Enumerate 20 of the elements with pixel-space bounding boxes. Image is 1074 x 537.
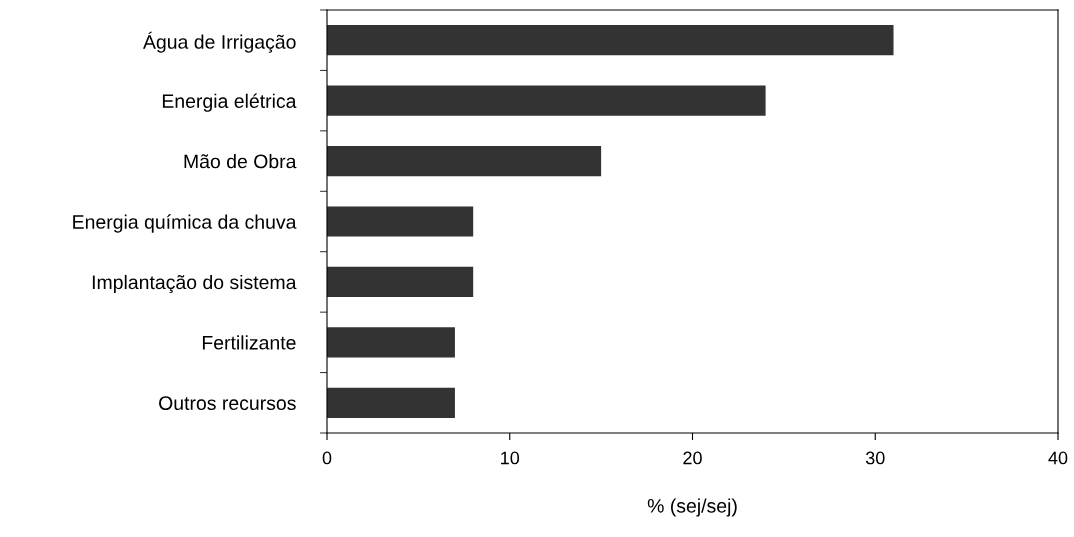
x-tick-label: 40 (1048, 451, 1068, 465)
bar (327, 25, 894, 56)
x-tick-label: 10 (501, 451, 520, 465)
bar (327, 206, 474, 237)
y-tick-label: Água de Irrigação (143, 31, 296, 53)
bar (327, 85, 766, 116)
y-tick-label: Energia elétrica (162, 93, 297, 112)
y-tick-label: Implantação do sistema (92, 274, 297, 294)
bar (327, 145, 602, 177)
x-axis-title: % (sej/sej) (647, 498, 737, 517)
bar (327, 387, 455, 418)
y-tick-label: Fertilizante (202, 335, 296, 350)
y-tick-label: Mão de Obra (184, 154, 297, 169)
x-tick-label: 30 (865, 451, 885, 465)
bar (327, 327, 455, 358)
y-tick-label: Outros recursos (159, 396, 296, 411)
x-tick-label: 0 (322, 451, 332, 465)
bar (327, 266, 474, 298)
y-tick-label: Energia química da chuva (73, 214, 297, 233)
x-tick-label: 20 (683, 451, 702, 465)
